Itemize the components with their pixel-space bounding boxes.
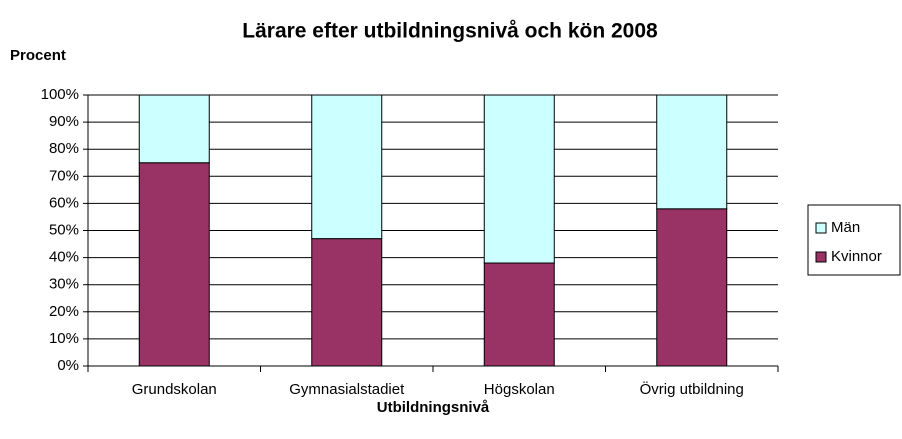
legend-label: Män [831,219,860,236]
y-tick-label: 80% [49,140,79,157]
chart-title: Lärare efter utbildningsnivå och kön 200… [242,20,658,43]
bar-segment [138,162,210,367]
x-tick-label: Grundskolan [132,381,217,398]
y-tick-label: 10% [49,330,79,347]
y-tick-label: 90% [49,113,79,130]
y-tick-label: 60% [49,194,79,211]
bar-segment [138,94,210,164]
bar-segment [483,262,555,367]
y-tick-label: 0% [57,357,79,374]
legend-swatch [815,251,827,263]
y-axis-title: Procent [10,47,66,64]
bar-segment [311,94,383,240]
bar-segment [311,238,383,367]
y-tick-label: 40% [49,249,79,266]
y-tick-label: 50% [49,221,79,238]
y-tick-label: 20% [49,303,79,320]
legend-box [807,204,901,276]
y-tick-label: 70% [49,167,79,184]
y-tick-label: 30% [49,276,79,293]
bar-segment [483,94,555,264]
legend-label: Kvinnor [831,248,882,265]
x-axis-title: Utbildningsnivå [377,399,490,416]
legend-swatch [815,222,827,234]
y-tick-label: 100% [41,86,79,103]
bar-segment [656,94,728,210]
x-tick-label: Övrig utbildning [640,380,744,398]
x-tick-label: Högskolan [484,381,555,398]
bar-segment [656,208,728,367]
x-tick-label: Gymnasialstadiet [289,381,405,398]
